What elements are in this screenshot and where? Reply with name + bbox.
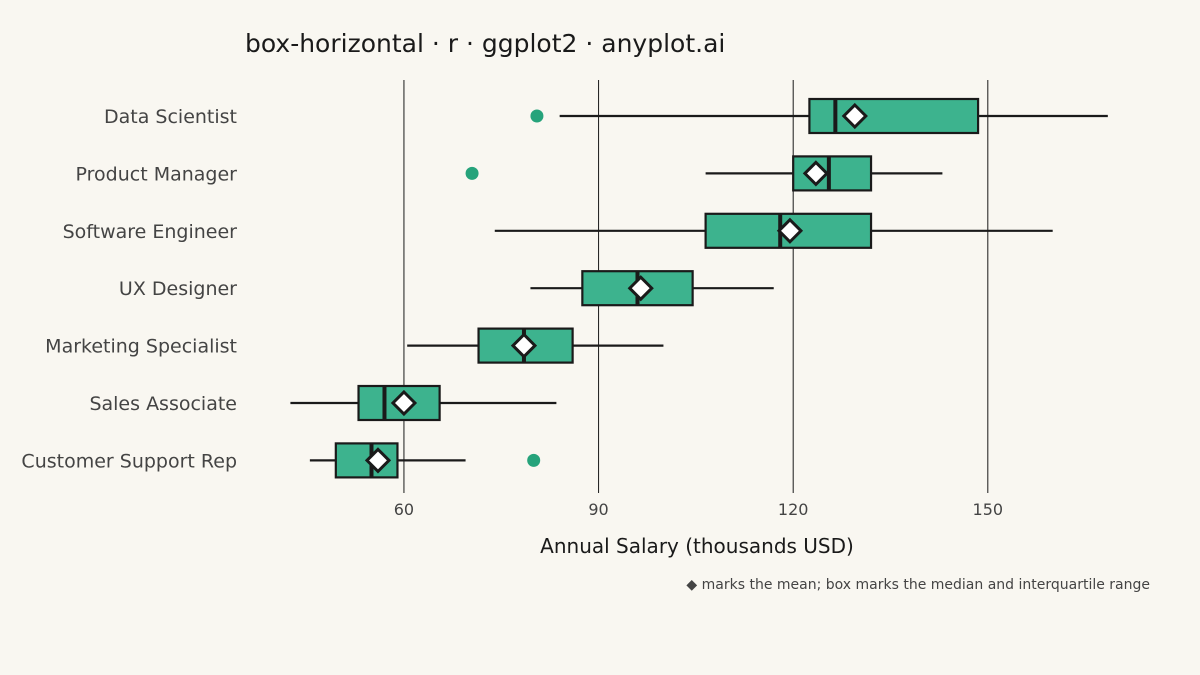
category-label-marketing-specialist: Marketing Specialist <box>45 336 237 358</box>
boxes-layer <box>290 97 1108 479</box>
mean-marker-data-scientist <box>841 102 868 130</box>
outlier-point-product-manager-0 <box>465 166 479 180</box>
chart-title: box-horizontal · r · ggplot2 · anyplot.a… <box>245 29 725 58</box>
box-customer-support-rep <box>309 442 541 479</box>
x-axis-title: Annual Salary (thousands USD) <box>540 534 854 558</box>
x-tick-label-60: 60 <box>394 500 414 519</box>
mean-marker-sales-associate <box>390 389 418 417</box>
category-label-data-scientist: Data Scientist <box>104 106 237 128</box>
box-software-engineer <box>494 212 1053 249</box>
mean-marker-marketing-specialist <box>510 332 538 359</box>
category-label-sales-associate: Sales Associate <box>89 393 237 415</box>
grid-lines <box>403 80 989 493</box>
chart-caption: ◆ marks the mean; box marks the median a… <box>686 577 1150 593</box>
box-marketing-specialist <box>407 327 664 364</box>
outlier-point-data-scientist-0 <box>530 109 544 123</box>
x-tick-labels: 60 90 120 150 <box>394 500 1003 519</box>
box-data-scientist <box>530 97 1108 135</box>
box-product-manager <box>465 155 943 192</box>
category-label-software-engineer: Software Engineer <box>63 221 238 243</box>
x-tick-label-90: 90 <box>588 500 608 519</box>
outlier-point-customer-support-rep-0 <box>527 453 541 467</box>
x-tick-label-120: 120 <box>778 500 809 519</box>
mean-marker-customer-support-rep <box>364 447 392 474</box>
mean-marker-product-manager <box>802 160 830 187</box>
mean-marker-software-engineer <box>776 217 804 244</box>
category-label-product-manager: Product Manager <box>76 163 238 185</box>
x-tick-label-150: 150 <box>973 500 1004 519</box>
mean-marker-ux-designer <box>627 275 654 302</box>
category-labels: Data Scientist Product Manager Software En… <box>21 106 237 472</box>
iqr-box-data-scientist <box>808 97 980 135</box>
category-label-customer-support-rep: Customer Support Rep <box>21 450 237 472</box>
box-sales-associate <box>290 384 557 422</box>
category-label-ux-designer: UX Designer <box>119 278 237 300</box>
box-ux-designer <box>530 270 774 307</box>
